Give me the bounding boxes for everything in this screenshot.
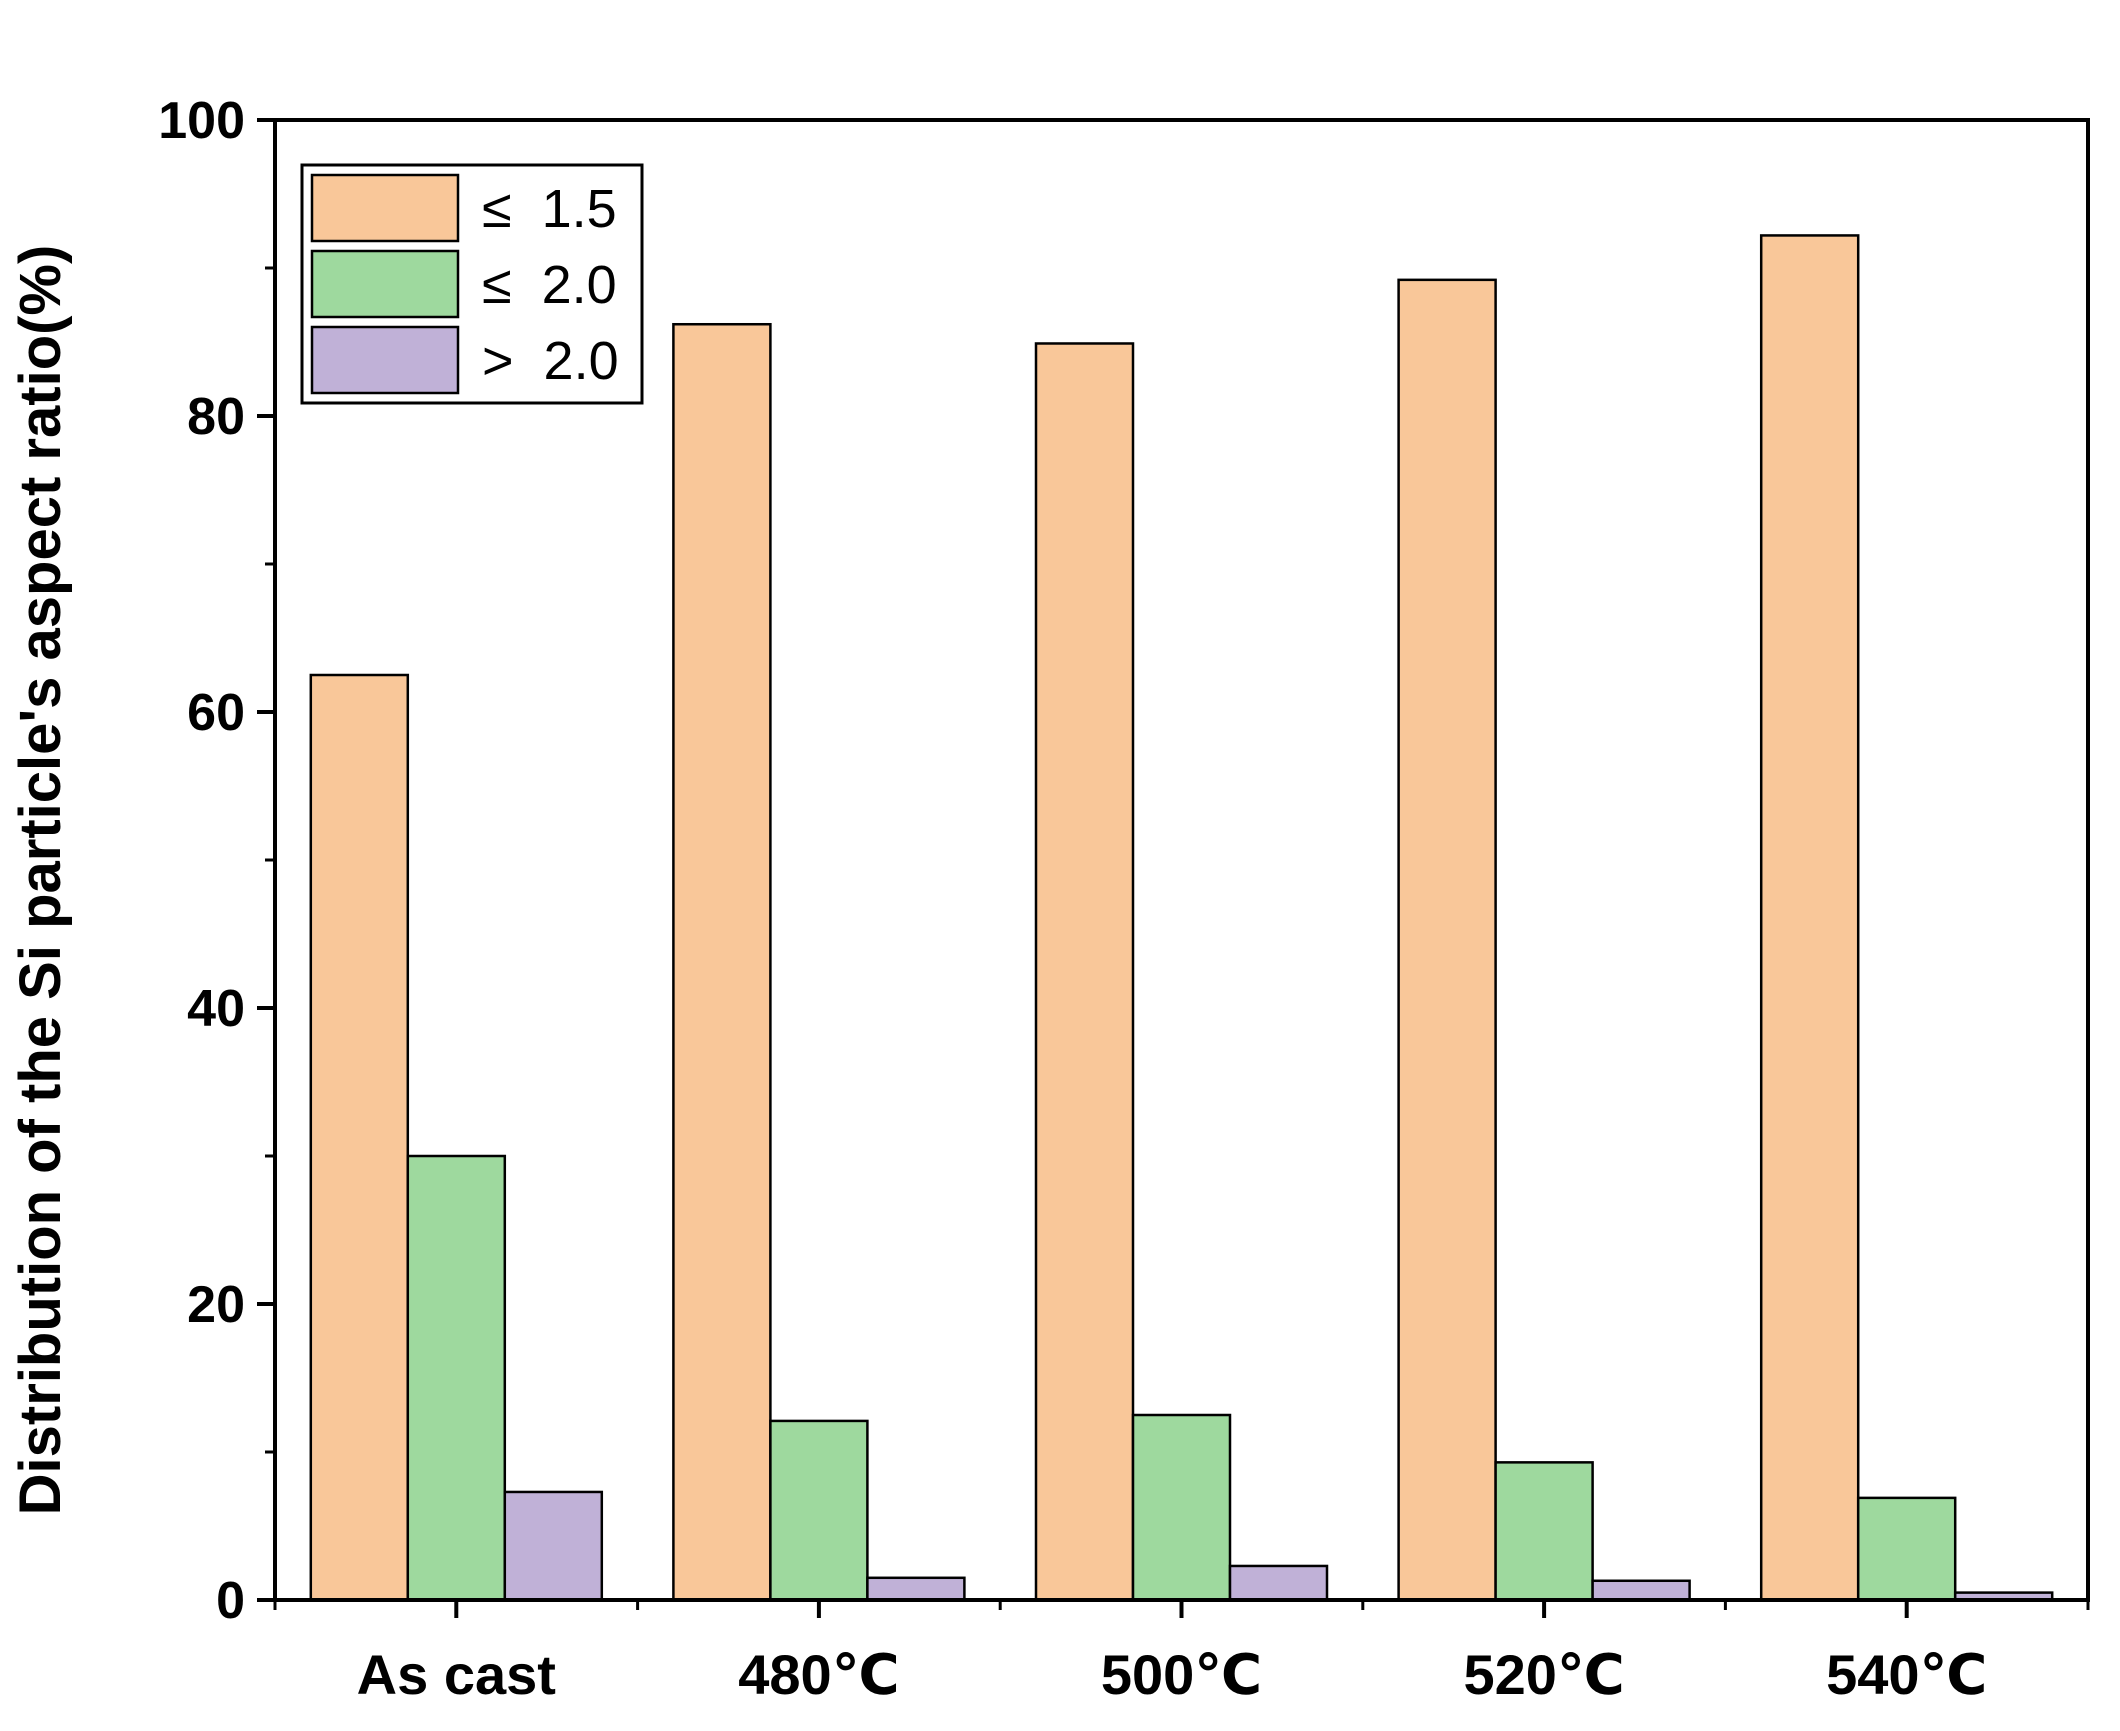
bar-3-4 (1591, 1579, 1691, 1602)
bar-1-1 (309, 673, 410, 1602)
bar-3-2 (866, 1576, 966, 1602)
y-tick-label: 80 (187, 388, 245, 446)
y-tick-label: 20 (187, 1276, 245, 1334)
bar-1-5 (1759, 234, 1860, 1602)
x-tick-label: 500℃ (1101, 1643, 1262, 1706)
y-tick-label: 0 (216, 1572, 245, 1630)
ticks-layer: 0 20 40 60 80 100 As cast 480℃ 500℃ 520℃ 540℃ (158, 92, 2090, 1706)
bar-3-1 (503, 1490, 604, 1602)
legend-swatch (310, 173, 460, 243)
bar-1-2 (672, 322, 772, 1602)
legend-swatch (310, 325, 460, 395)
legend-swatch (310, 249, 460, 319)
x-tick-label: 520℃ (1463, 1643, 1624, 1706)
bar-1-4 (1397, 278, 1497, 1602)
bar-2-1 (406, 1154, 507, 1602)
x-tick-label: 480℃ (738, 1643, 899, 1706)
legend-label: ≤ 1.5 (482, 179, 617, 239)
y-tick-label: 100 (158, 92, 245, 150)
bar-2-2 (769, 1419, 869, 1602)
y-tick-label: 60 (187, 684, 245, 742)
bar-1-3 (1034, 342, 1135, 1602)
legend-label: ≤ 2.0 (482, 255, 617, 315)
bar-2-4 (1494, 1461, 1594, 1602)
bar-2-5 (1856, 1496, 1957, 1602)
x-tick-label: 540℃ (1826, 1643, 1987, 1706)
x-tick-label: As cast (357, 1643, 556, 1706)
bar-2-3 (1131, 1413, 1232, 1602)
bar-3-3 (1228, 1564, 1329, 1602)
legend-label: > 2.0 (482, 331, 619, 391)
y-tick-label: 40 (187, 980, 245, 1038)
y-axis-title: Distribution of the Si particle's aspect… (8, 245, 73, 1516)
bars-layer (309, 234, 2054, 1602)
legend: ≤ 1.5 ≤ 2.0 > 2.0 (300, 163, 644, 405)
